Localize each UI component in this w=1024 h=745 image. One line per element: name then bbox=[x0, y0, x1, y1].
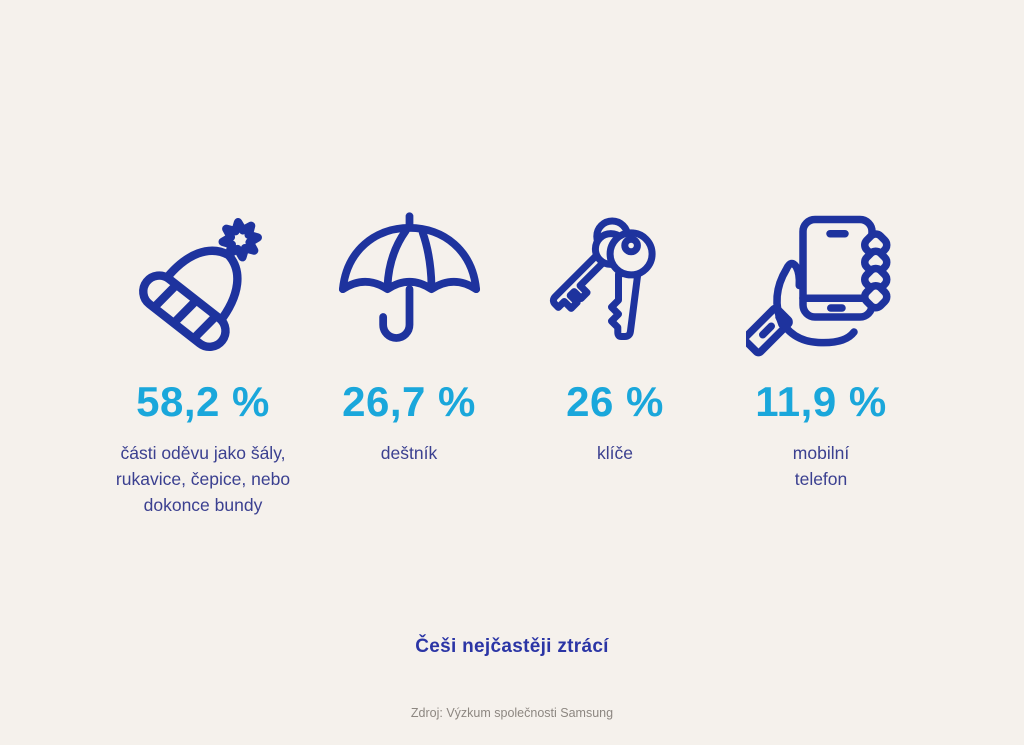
keys-icon-box bbox=[545, 202, 685, 366]
stat-value: 26,7 % bbox=[342, 378, 476, 425]
beanie-icon bbox=[139, 218, 262, 352]
stat-label: mobilní telefon bbox=[792, 443, 850, 489]
keys-icon bbox=[549, 217, 656, 340]
umbrella-icon-box bbox=[332, 202, 487, 366]
stat-item-clothing: 58,2 % části oděvu jako šály, rukavice, … bbox=[100, 202, 306, 519]
stat-label: části oděvu jako šály, rukavice, čepice,… bbox=[115, 443, 291, 515]
stat-item-keys: 26 % klíče bbox=[512, 202, 718, 519]
stat-item-umbrella: 26,7 % deštník bbox=[306, 202, 512, 519]
phone-in-hand-icon bbox=[746, 215, 891, 357]
beanie-icon-box bbox=[119, 202, 287, 366]
stat-value: 58,2 % bbox=[136, 378, 270, 425]
stat-value: 26 % bbox=[566, 378, 664, 425]
umbrella-icon bbox=[338, 211, 480, 342]
stats-row: 58,2 % části oděvu jako šály, rukavice, … bbox=[100, 202, 924, 519]
stat-label: deštník bbox=[380, 443, 438, 463]
source-note: Zdroj: Výzkum společnosti Samsung bbox=[410, 706, 614, 720]
stat-label: klíče bbox=[597, 443, 633, 463]
phone-icon-box bbox=[746, 202, 896, 366]
infographic-title: Češi nejčastěji ztrácí bbox=[415, 636, 609, 657]
stat-item-phone: 11,9 % mobilní telefon bbox=[718, 202, 924, 519]
stat-value: 11,9 % bbox=[755, 378, 887, 425]
